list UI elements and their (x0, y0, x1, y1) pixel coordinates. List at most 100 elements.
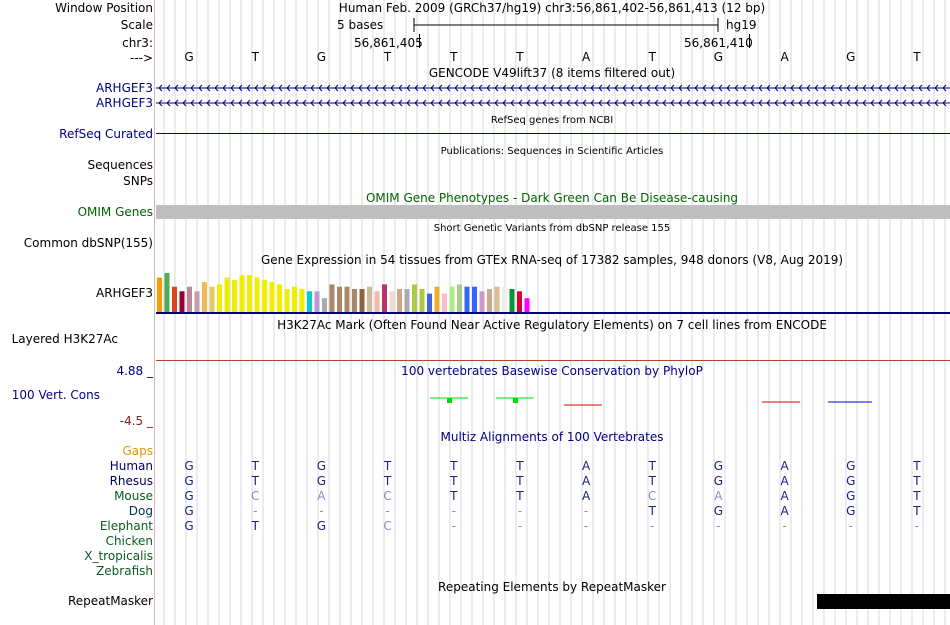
gtex-tissue-bar[interactable] (232, 279, 237, 312)
gtex-tissue-bar[interactable] (359, 289, 365, 312)
strand-chevron (814, 99, 819, 107)
strand-chevron (246, 99, 251, 107)
gtex-tissue-bar[interactable] (487, 289, 492, 312)
position-tick-2-mark (749, 34, 750, 48)
gtex-tissue-bar[interactable] (209, 286, 215, 312)
gtex-tissue-bar[interactable] (374, 291, 380, 312)
gtex-tissue-bar[interactable] (239, 275, 245, 312)
strand-chevron (646, 99, 651, 107)
gtex-tissue-bar[interactable] (449, 286, 455, 312)
strand-chevron (606, 99, 611, 107)
gtex-tissue-bar[interactable] (179, 291, 185, 312)
gencode-transcripts[interactable] (156, 80, 950, 112)
track-label-h3k27ac[interactable]: Layered H3K27Ac (11, 332, 118, 346)
gtex-tissue-bar[interactable] (517, 291, 522, 312)
track-label-repeatmasker[interactable]: RepeatMasker (67, 594, 153, 608)
gtex-tissue-bar[interactable] (269, 282, 275, 312)
strand-chevron (230, 84, 235, 92)
gtex-bar-chart[interactable] (156, 266, 950, 316)
gtex-tissue-bar[interactable] (194, 291, 200, 312)
track-label-snps[interactable]: SNPs (123, 174, 153, 188)
gtex-tissue-bar[interactable] (344, 286, 350, 312)
alignment-base: T (383, 459, 392, 473)
species-label[interactable]: Chicken (105, 534, 153, 548)
gtex-tissue-bar[interactable] (442, 293, 447, 312)
species-label[interactable]: Zebrafish (96, 564, 153, 578)
gtex-tissue-bar[interactable] (202, 282, 207, 312)
strand-chevron (470, 99, 475, 107)
track-label-gaps[interactable]: Gaps (122, 444, 153, 458)
gtex-tissue-bar[interactable] (389, 291, 395, 312)
gtex-tissue-bar[interactable] (434, 286, 440, 312)
strand-chevron (902, 99, 907, 107)
strand-chevron (854, 84, 859, 92)
alignment-base: T (913, 489, 921, 503)
phylop-conservation-plot[interactable] (156, 390, 950, 414)
repeat-element-block[interactable] (817, 594, 950, 609)
gtex-tissue-bar[interactable] (494, 286, 500, 312)
species-label[interactable]: Dog (128, 504, 153, 518)
strand-chevron (886, 84, 891, 92)
gtex-tissue-bar[interactable] (322, 298, 327, 312)
gtex-tissue-bar[interactable] (277, 284, 282, 312)
gtex-tissue-bar[interactable] (292, 286, 297, 312)
species-label[interactable]: Elephant (99, 519, 153, 533)
track-label-sequences[interactable]: Sequences (87, 158, 153, 172)
gtex-tissue-bar[interactable] (337, 286, 342, 312)
gtex-tissue-bar[interactable] (157, 277, 162, 313)
alignment-base: G (846, 504, 856, 518)
gtex-tissue-bar[interactable] (404, 289, 410, 312)
track-label-gtex[interactable]: ARHGEF3 (96, 286, 153, 300)
gtex-tissue-bar[interactable] (187, 286, 192, 312)
gtex-tissue-bar[interactable] (464, 286, 470, 312)
gtex-tissue-bar[interactable] (509, 289, 515, 312)
sequence-base: A (581, 50, 591, 64)
track-label-common-dbsnp[interactable]: Common dbSNP(155) (23, 236, 153, 250)
gtex-tissue-bar[interactable] (502, 286, 507, 312)
omim-gene-bar[interactable] (156, 205, 950, 219)
gtex-tissue-bar[interactable] (367, 286, 372, 312)
strand-chevron (758, 84, 763, 92)
gtex-tissue-bar[interactable] (397, 289, 402, 312)
track-label-arhgef3-b[interactable]: ARHGEF3 (96, 96, 153, 110)
refseq-gene-line[interactable] (156, 133, 950, 134)
species-label[interactable]: Rhesus (109, 474, 153, 488)
track-label-arhgef3-a[interactable]: ARHGEF3 (96, 81, 153, 95)
gtex-tissue-bar[interactable] (457, 284, 462, 312)
species-label[interactable]: Mouse (114, 489, 153, 503)
species-label[interactable]: X_tropicalis (84, 549, 153, 563)
gtex-tissue-bar[interactable] (329, 284, 335, 312)
strand-chevron (830, 84, 835, 92)
gtex-tissue-bar[interactable] (427, 293, 432, 312)
strand-chevron (422, 84, 427, 92)
strand-chevron (734, 84, 739, 92)
gtex-tissue-bar[interactable] (224, 277, 230, 313)
gtex-tissue-bar[interactable] (479, 291, 485, 312)
phylop-title: 100 vertebrates Basewise Conservation by… (401, 364, 703, 378)
track-label-refseq[interactable]: RefSeq Curated (59, 127, 153, 141)
gtex-tissue-bar[interactable] (307, 291, 312, 312)
alignment-base: - (650, 519, 655, 533)
gtex-tissue-bar[interactable] (314, 291, 320, 312)
gtex-tissue-bar[interactable] (299, 289, 305, 312)
track-label-omim[interactable]: OMIM Genes (77, 205, 153, 219)
strand-chevron (462, 84, 467, 92)
gtex-tissue-bar[interactable] (472, 286, 477, 312)
gtex-tissue-bar[interactable] (254, 277, 260, 313)
track-label-phylop[interactable]: 100 Vert. Cons (11, 388, 100, 402)
gtex-tissue-bar[interactable] (284, 289, 290, 312)
gtex-tissue-bar[interactable] (352, 289, 357, 312)
gtex-tissue-bar[interactable] (524, 298, 530, 312)
h3k27ac-signal-line[interactable] (156, 360, 950, 361)
gtex-tissue-bar[interactable] (419, 289, 425, 312)
strand-chevron (278, 99, 283, 107)
gtex-tissue-bar[interactable] (172, 286, 177, 312)
species-label[interactable]: Human (109, 459, 153, 473)
gtex-tissue-bar[interactable] (247, 275, 252, 312)
gtex-tissue-bar[interactable] (412, 284, 417, 312)
alignment-base: G (184, 459, 194, 473)
gtex-tissue-bar[interactable] (164, 272, 170, 312)
gtex-tissue-bar[interactable] (262, 279, 267, 312)
gtex-tissue-bar[interactable] (382, 284, 387, 312)
gtex-tissue-bar[interactable] (217, 284, 222, 312)
